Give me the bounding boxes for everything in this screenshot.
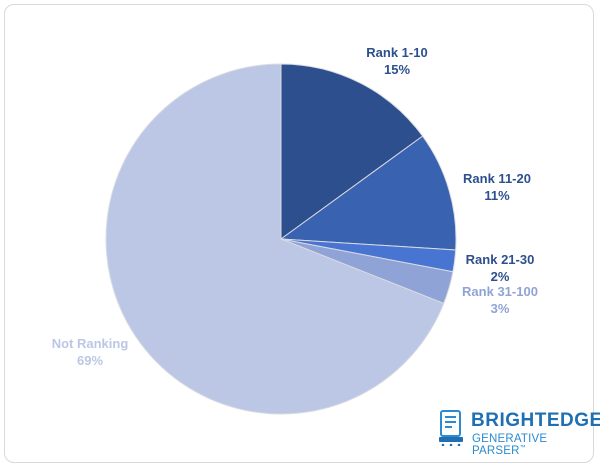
pie-slice-rank-1-10 xyxy=(280,63,424,240)
logo-subtitle: GENERATIVE PARSER™ xyxy=(472,433,594,457)
slice-label-rank-11-20: Rank 11-20 11% xyxy=(452,170,542,204)
slice-label-name: Rank 31-100 xyxy=(462,284,538,299)
slice-label-value: 3% xyxy=(490,301,510,316)
document-parser-icon xyxy=(439,410,463,446)
slice-label-rank-1-10: Rank 1-10 15% xyxy=(352,44,442,78)
logo-brand-text: BRIGHTEDGE xyxy=(471,410,600,431)
pie-slice-not-ranking xyxy=(105,63,445,415)
slice-label-not-ranking: Not Ranking 69% xyxy=(40,335,140,369)
slice-label-name: Rank 11-20 xyxy=(463,171,531,186)
logo-subtitle-text: GENERATIVE PARSER xyxy=(472,433,548,457)
slice-label-rank-21-30: Rank 21-30 2% xyxy=(455,251,545,285)
slice-label-value: 15% xyxy=(383,62,411,77)
slice-label-name: Not Ranking xyxy=(51,336,129,351)
slice-label-name: Rank 1-10 xyxy=(366,45,428,60)
slice-label-value: 11% xyxy=(484,188,510,203)
trademark-mark: ™ xyxy=(519,445,526,452)
slice-label-rank-31-100: Rank 31-100 3% xyxy=(450,283,550,317)
pie-slice-rank-11-20 xyxy=(279,135,457,251)
slice-label-value: 69% xyxy=(76,353,104,368)
slice-label-value: 2% xyxy=(490,269,510,284)
slice-label-name: Rank 21-30 xyxy=(465,252,535,267)
brightedge-logo: BRIGHTEDGE GENERATIVE PARSER™ xyxy=(438,408,600,457)
